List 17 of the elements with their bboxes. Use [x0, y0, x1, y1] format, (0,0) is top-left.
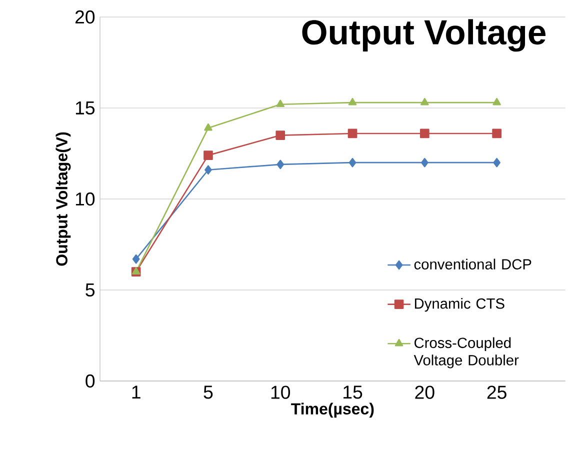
y-tick-label: 15: [76, 101, 95, 115]
x-tick-label: 1: [132, 386, 140, 399]
chart-title: Output Voltage: [302, 19, 546, 52]
y-tick-label: 20: [75, 10, 95, 24]
legend-label: Dynamic CTS: [414, 298, 504, 312]
y-tick-label: 10: [76, 192, 95, 206]
y-tick-label: 5: [86, 283, 95, 297]
x-tick-label: 10: [271, 386, 290, 399]
legend-label: conventional DCP: [414, 258, 532, 270]
x-axis-title: Time(µsec): [291, 402, 374, 418]
y-tick-label: 0: [86, 374, 95, 388]
x-tick-label: 5: [204, 386, 213, 399]
x-tick-label: 20: [415, 386, 434, 399]
y-axis-title: Output Voltage(V): [56, 132, 71, 266]
x-tick-label: 25: [487, 386, 506, 399]
legend-label: Cross-Coupled Voltage Doubler: [414, 337, 519, 368]
x-tick-label: 15: [344, 386, 362, 399]
